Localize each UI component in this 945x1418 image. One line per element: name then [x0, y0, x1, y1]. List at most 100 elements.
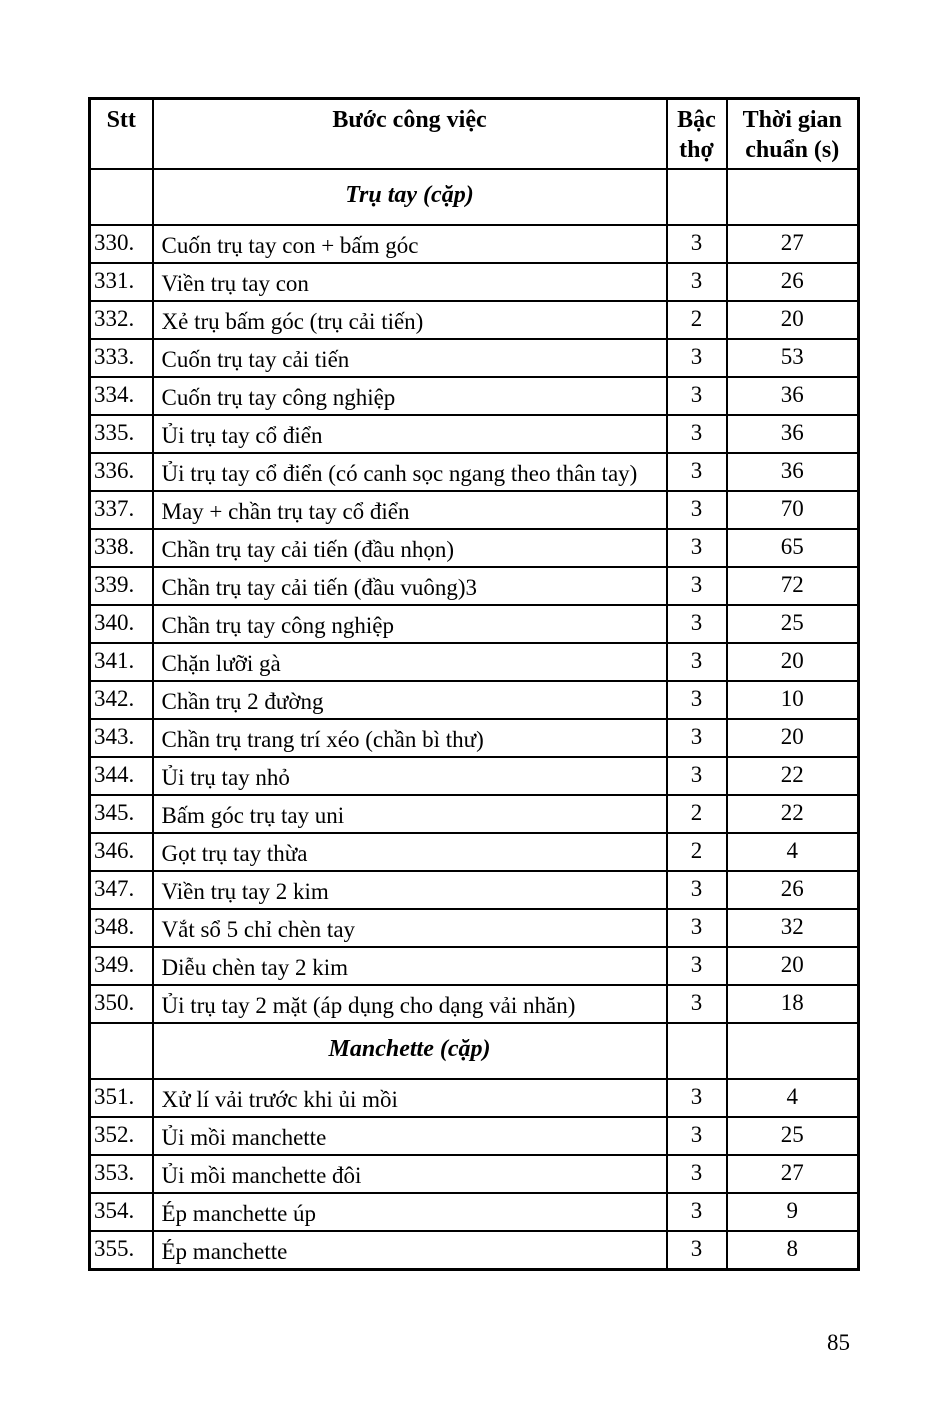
- table-row: 336. Ủi trụ tay cổ điển (có canh sọc ngan…: [88, 452, 860, 492]
- row-stt: 336.: [88, 452, 154, 492]
- table-row: 341. Chặn lưỡi gà 3 20: [88, 642, 860, 682]
- table-row: 340. Chần trụ tay công nghiệp 3 25: [88, 604, 860, 644]
- work-steps-table: Stt Bước công việc Bậc thợ Thời gian chu…: [88, 97, 860, 1271]
- row-task: Cuốn trụ tay con + bấm góc: [151, 224, 668, 264]
- row-level: 3: [665, 718, 728, 758]
- row-level: 3: [665, 566, 728, 606]
- row-level: 3: [665, 262, 728, 302]
- row-level: 3: [665, 452, 728, 492]
- row-task: Cuốn trụ tay cải tiến: [151, 338, 668, 378]
- table-row: 332. Xẻ trụ bấm góc (trụ cải tiến) 2 20: [88, 300, 860, 340]
- row-time: 36: [725, 452, 860, 492]
- row-task: Chần trụ 2 đường: [151, 680, 668, 720]
- row-level: 3: [665, 642, 728, 682]
- row-task: Viền trụ tay 2 kim: [151, 870, 668, 910]
- row-stt: 335.: [88, 414, 154, 454]
- table-row: 337. May + chần trụ tay cổ điển 3 70: [88, 490, 860, 530]
- row-time: 26: [725, 870, 860, 910]
- row-level: 2: [665, 832, 728, 872]
- section-title-text: Manchette (cặp): [328, 1036, 491, 1062]
- row-task: Chần trụ tay công nghiệp: [151, 604, 668, 644]
- row-task: Ủi trụ tay cổ điển: [151, 414, 668, 454]
- row-stt: 344.: [88, 756, 154, 796]
- row-task: Ủi mồi manchette: [151, 1116, 668, 1156]
- row-level: 3: [665, 528, 728, 568]
- table-row: 351. Xử lí vải trước khi ủi mồi 3 4: [88, 1078, 860, 1118]
- row-time: 4: [725, 832, 860, 872]
- row-task: Ủi mồi manchette đôi: [151, 1154, 668, 1194]
- page-number: 85: [827, 1330, 850, 1355]
- row-level: 3: [665, 1078, 728, 1118]
- row-level: 3: [665, 1192, 728, 1232]
- row-time: 22: [725, 756, 860, 796]
- header-task: Bước công việc: [151, 97, 668, 170]
- table-body: Trụ tay (cặp) 330. Cuốn trụ tay con + bấm …: [88, 168, 860, 1271]
- row-task: Ủi trụ tay 2 mặt (áp dụng cho dạng vải n…: [151, 984, 668, 1024]
- section-title: Trụ tay (cặp): [151, 168, 668, 226]
- table-row: 354. Ép manchette úp 3 9: [88, 1192, 860, 1232]
- table-row: 330. Cuốn trụ tay con + bấm góc 3 27: [88, 224, 860, 264]
- row-level: 3: [665, 414, 728, 454]
- row-time: 10: [725, 680, 860, 720]
- table-row: 349. Diễu chèn tay 2 kim 3 20: [88, 946, 860, 986]
- header-level: Bậc thợ: [665, 97, 728, 170]
- header-time: Thời gian chuẩn (s): [725, 97, 860, 170]
- row-level: 3: [665, 756, 728, 796]
- row-level: 3: [665, 604, 728, 644]
- row-task: Vắt sổ 5 chỉ chèn tay: [151, 908, 668, 948]
- row-time: 20: [725, 946, 860, 986]
- row-stt: 347.: [88, 870, 154, 910]
- row-stt: 353.: [88, 1154, 154, 1194]
- row-level: 3: [665, 870, 728, 910]
- row-stt: 348.: [88, 908, 154, 948]
- table-row: 334. Cuốn trụ tay công nghiệp 3 36: [88, 376, 860, 416]
- section-level-cell: [665, 1022, 728, 1080]
- row-time: 70: [725, 490, 860, 530]
- row-time: 4: [725, 1078, 860, 1118]
- row-stt: 331.: [88, 262, 154, 302]
- row-task: Cuốn trụ tay công nghiệp: [151, 376, 668, 416]
- row-task: Xẻ trụ bấm góc (trụ cải tiến): [151, 300, 668, 340]
- row-level: 3: [665, 224, 728, 264]
- row-task: Ủi trụ tay cổ điển (có canh sọc ngang th…: [151, 452, 668, 492]
- table-row: 353. Ủi mồi manchette đôi 3 27: [88, 1154, 860, 1194]
- row-time: 20: [725, 642, 860, 682]
- row-stt: 342.: [88, 680, 154, 720]
- row-time: 53: [725, 338, 860, 378]
- header-stt: Stt: [88, 97, 154, 170]
- section-stt-cell: [88, 1022, 154, 1080]
- row-stt: 339.: [88, 566, 154, 606]
- table-row: 352. Ủi mồi manchette 3 25: [88, 1116, 860, 1156]
- row-task: May + chần trụ tay cổ điển: [151, 490, 668, 530]
- row-task: Xử lí vải trước khi ủi mồi: [151, 1078, 668, 1118]
- row-stt: 350.: [88, 984, 154, 1024]
- row-time: 32: [725, 908, 860, 948]
- row-task: Gọt trụ tay thừa: [151, 832, 668, 872]
- row-task: Chần trụ tay cải tiến (đầu nhọn): [151, 528, 668, 568]
- row-time: 27: [725, 1154, 860, 1194]
- row-stt: 355.: [88, 1229, 154, 1271]
- row-level: 3: [665, 376, 728, 416]
- row-stt: 340.: [88, 604, 154, 644]
- table-row: 346. Gọt trụ tay thừa 2 4: [88, 832, 860, 872]
- row-level: 3: [665, 680, 728, 720]
- table-row: 345. Bấm góc trụ tay uni 2 22: [88, 794, 860, 834]
- row-time: 36: [725, 376, 860, 416]
- row-stt: 337.: [88, 490, 154, 530]
- row-task: Viền trụ tay con: [151, 262, 668, 302]
- row-stt: 338.: [88, 528, 154, 568]
- row-stt: 332.: [88, 300, 154, 340]
- row-task: Ép manchette: [151, 1229, 668, 1271]
- row-task: Ủi trụ tay nhỏ: [151, 756, 668, 796]
- row-time: 65: [725, 528, 860, 568]
- table-row: 338. Chần trụ tay cải tiến (đầu nhọn) 3 65: [88, 528, 860, 568]
- row-time: 20: [725, 718, 860, 758]
- row-time: 20: [725, 300, 860, 340]
- row-level: 3: [665, 1229, 728, 1271]
- row-stt: 341.: [88, 642, 154, 682]
- row-task: Bấm góc trụ tay uni: [151, 794, 668, 834]
- row-stt: 334.: [88, 376, 154, 416]
- section-title: Manchette (cặp): [151, 1022, 668, 1080]
- row-level: 2: [665, 300, 728, 340]
